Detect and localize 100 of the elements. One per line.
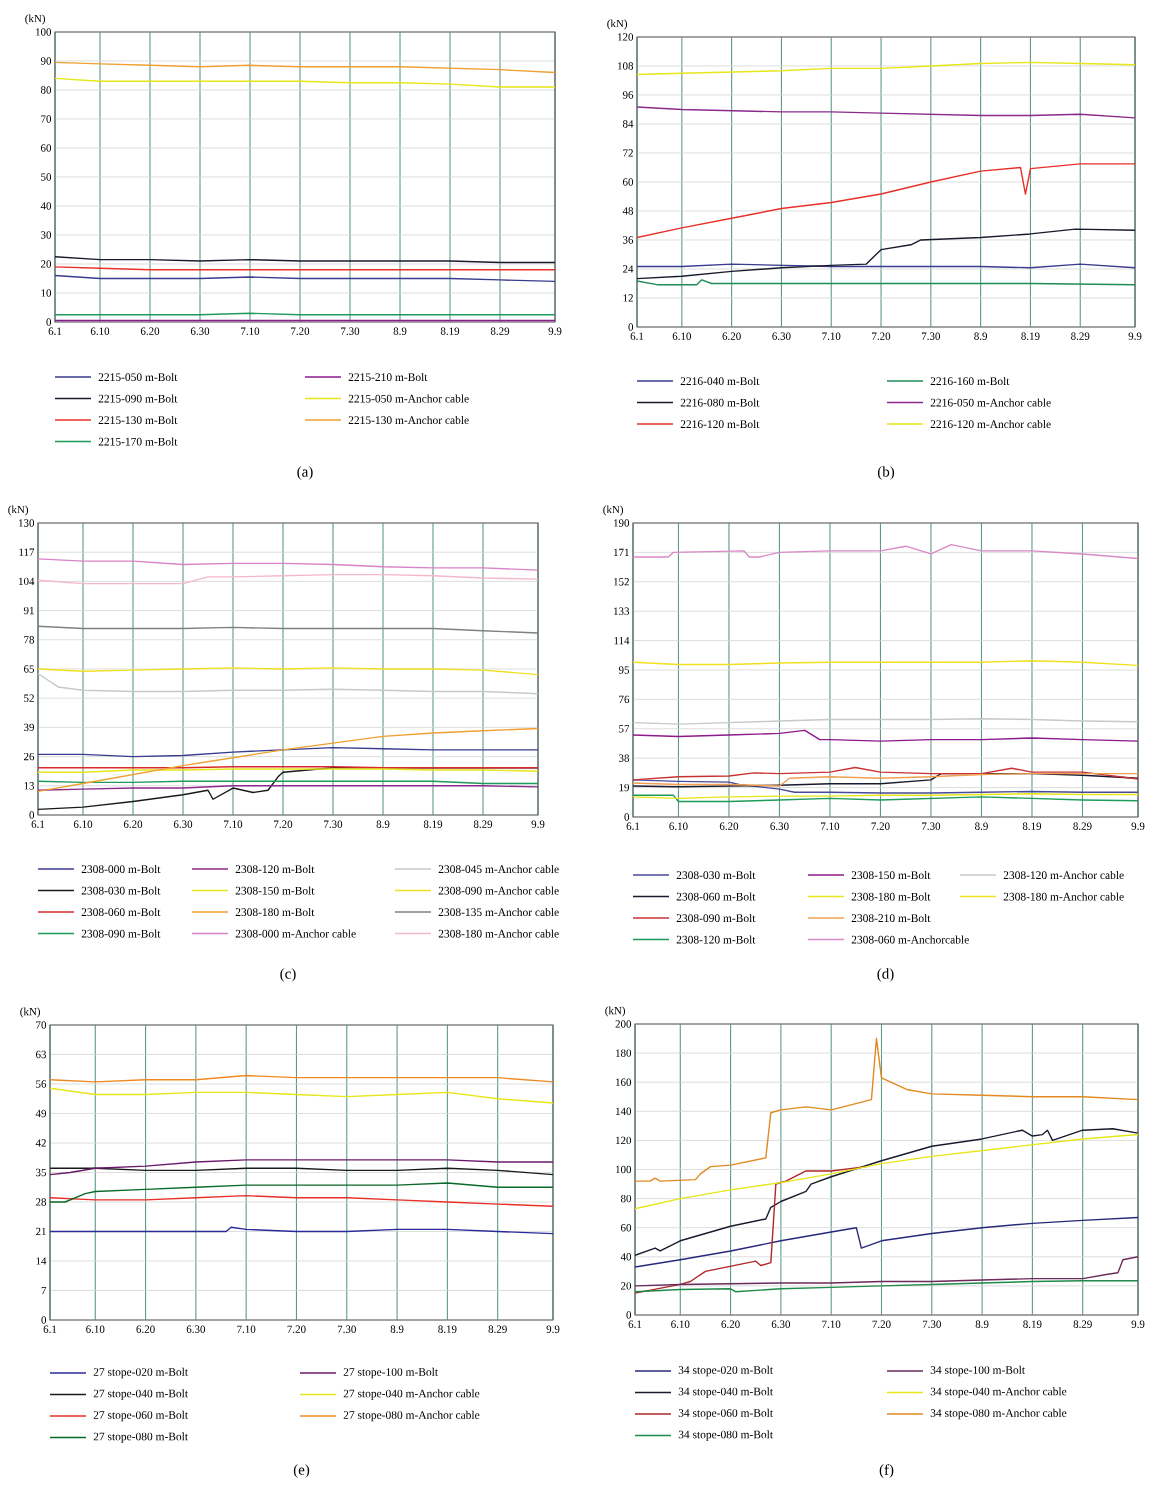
legend-label: 34 stope-020 m-Bolt	[678, 1365, 773, 1377]
x-tick-label: 8.29	[473, 820, 493, 828]
text: (b)	[877, 466, 895, 480]
text: (c)	[280, 968, 296, 982]
line-series	[635, 1216, 1139, 1268]
y-tick-label: 0	[29, 811, 35, 819]
x-tick-label: 7.30	[922, 1320, 941, 1328]
line-series	[635, 1280, 1139, 1293]
line-series	[637, 228, 1136, 280]
y-tick-label: 20	[41, 260, 52, 268]
legend-label: 2308-060 m-Anchorcable	[851, 935, 969, 944]
x-tick-label: 8.9	[376, 820, 390, 828]
legend-label: 2216-080 m-Bolt	[680, 398, 760, 407]
y-axis-title: (kN)	[607, 19, 628, 30]
y-tick-label: 28	[36, 1198, 47, 1206]
y-tick-label: 0	[624, 813, 630, 821]
x-tick-label: 6.20	[140, 327, 160, 335]
y-tick-label: 90	[40, 57, 52, 65]
x-tick-label: 7.30	[341, 327, 360, 335]
x-tick-label: 6.20	[719, 822, 739, 830]
y-tick-label: 133	[614, 607, 630, 615]
x-tick-label: 9.9	[1128, 332, 1142, 340]
legend-label: 2308-090 m-Bolt	[81, 929, 161, 938]
legend-label: 2216-040 m-Bolt	[680, 376, 760, 386]
x-tick-label: 6.10	[90, 327, 110, 335]
legend-label: 2308-180 m-Anchor cable	[438, 929, 559, 938]
y-tick-label: 20	[621, 1282, 632, 1290]
x-tick-label: 9.9	[531, 820, 545, 828]
x-tick-label: 8.9	[390, 1325, 404, 1333]
y-tick-label: 0	[628, 323, 634, 331]
y-tick-label: 130	[19, 519, 35, 527]
legend-label: 2215-170 m-Bolt	[98, 437, 178, 446]
x-tick-label: 6.20	[721, 1320, 740, 1328]
legend-label: 34 stope-080 m-Bolt	[678, 1430, 773, 1441]
legend-label: 2215-090 m-Bolt	[98, 394, 178, 403]
x-tick-label: 8.9	[393, 327, 407, 335]
x-tick-label: 8.19	[1021, 332, 1040, 340]
legend-label: 2308-030 m-Bolt	[81, 886, 161, 895]
legend-label: 34 stope-060 m-Bolt	[678, 1408, 773, 1420]
x-tick-label: 7.20	[872, 332, 891, 340]
x-tick-label: 8.29	[1071, 332, 1090, 340]
x-tick-label: 8.19	[438, 1325, 457, 1333]
x-tick-label: 7.10	[224, 820, 243, 828]
x-tick-label: 8.19	[1022, 822, 1042, 830]
x-tick-label: 8.29	[1073, 822, 1092, 830]
line-series	[633, 779, 1139, 794]
x-tick-label: 6.1	[48, 327, 62, 335]
y-tick-label: 0	[46, 318, 52, 326]
legend-label: 2216-120 m-Bolt	[680, 419, 760, 429]
y-tick-label: 52	[24, 694, 34, 702]
y-tick-label: 14	[36, 1257, 47, 1265]
y-tick-label: 80	[40, 86, 52, 94]
x-tick-label: 6.10	[672, 332, 692, 340]
legend-label: 2308-000 m-Anchor cable	[235, 929, 356, 938]
y-tick-label: 114	[614, 636, 630, 645]
x-tick-label: 7.20	[291, 327, 310, 335]
legend-label: 27 stope-040 m-Anchor cable	[343, 1389, 480, 1400]
y-tick-label: 7	[41, 1286, 47, 1295]
legend-label: 2215-050 m-Anchor cable	[348, 394, 469, 403]
x-tick-label: 7.30	[324, 820, 343, 828]
y-tick-label: 60	[40, 144, 52, 152]
y-tick-label: 72	[623, 149, 633, 157]
x-tick-label: 6.30	[186, 1325, 206, 1333]
x-tick-label: 8.9	[974, 332, 988, 340]
y-axis-title: (kN)	[20, 1007, 40, 1018]
x-tick-label: 8.19	[440, 327, 460, 335]
y-tick-label: 0	[41, 1316, 47, 1324]
x-tick-label: 7.20	[872, 1320, 891, 1328]
y-tick-label: 80	[620, 1194, 632, 1203]
x-tick-label: 8.19	[423, 820, 443, 828]
x-tick-label: 6.30	[190, 327, 210, 335]
y-tick-label: 36	[623, 236, 634, 244]
x-tick-label: 6.1	[31, 820, 45, 828]
text: (e)	[293, 1464, 310, 1478]
legend-label: 2308-000 m-Bolt	[81, 864, 161, 874]
y-tick-label: 35	[36, 1168, 47, 1177]
legend-label: 2308-120 m-Anchor cable	[1003, 870, 1124, 880]
x-tick-label: 9.9	[1131, 822, 1145, 830]
legend-label: 2216-120 m-Anchor cable	[930, 419, 1051, 429]
x-tick-label: 7.10	[237, 1325, 256, 1333]
y-tick-label: 30	[41, 231, 52, 239]
x-tick-label: 6.30	[772, 332, 791, 340]
legend-label: 2308-180 m-Bolt	[235, 907, 315, 917]
x-tick-label: 7.10	[241, 327, 260, 335]
x-tick-label: 7.20	[274, 820, 293, 828]
legend-label: 27 stope-040 m-Bolt	[93, 1389, 188, 1400]
y-tick-label: 120	[618, 33, 634, 41]
y-tick-label: 84	[622, 120, 634, 128]
y-tick-label: 39	[24, 723, 35, 732]
legend-label: 2308-120 m-Bolt	[235, 864, 315, 874]
y-tick-label: 70	[41, 115, 52, 123]
line-series	[38, 558, 539, 571]
text: (f)	[879, 1464, 894, 1478]
y-tick-label: 56	[36, 1080, 47, 1088]
legend-label: 27 stope-100 m-Bolt	[343, 1367, 438, 1379]
x-tick-label: 6.10	[73, 820, 93, 828]
x-tick-label: 6.1	[630, 332, 644, 340]
x-tick-label: 6.1	[626, 822, 640, 830]
y-tick-label: 13	[24, 782, 35, 790]
legend-label: 2308-060 m-Bolt	[676, 892, 756, 901]
